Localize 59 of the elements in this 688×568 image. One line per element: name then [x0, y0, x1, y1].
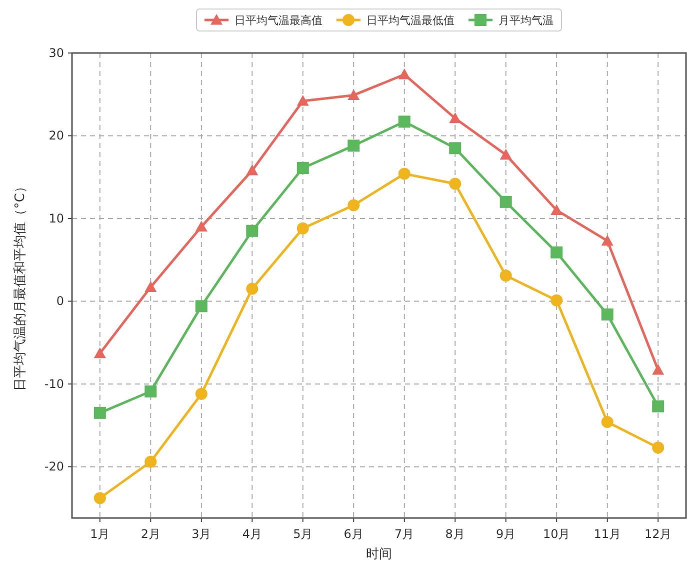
y-tick-label: -20	[44, 460, 64, 474]
x-tick-label: 6月	[344, 527, 364, 541]
point	[246, 164, 258, 176]
x-tick-label: 4月	[242, 527, 262, 541]
point	[348, 89, 360, 100]
point	[296, 222, 309, 234]
point	[195, 300, 208, 312]
point	[652, 442, 664, 454]
point	[195, 220, 208, 232]
y-tick-label: -10	[44, 376, 64, 391]
point	[94, 492, 106, 504]
point	[652, 400, 664, 412]
point	[195, 388, 208, 400]
point	[144, 281, 157, 292]
x-tick-label: 5月	[293, 527, 313, 541]
y-tick-label: 10	[48, 211, 64, 226]
x-tick-label: 1月	[90, 527, 110, 541]
point	[296, 94, 309, 106]
point	[500, 196, 512, 208]
point	[94, 406, 106, 419]
point	[348, 140, 360, 152]
point	[500, 270, 512, 282]
x-tick-label: 8月	[445, 527, 465, 541]
x-tick-label: 9月	[496, 527, 516, 541]
point	[652, 364, 664, 375]
point	[398, 68, 410, 80]
x-tick-label: 12月	[644, 527, 672, 541]
point	[94, 347, 106, 358]
point	[601, 308, 614, 320]
point	[296, 162, 309, 174]
point	[246, 224, 258, 237]
point	[601, 234, 614, 246]
y-tick-label: 20	[48, 128, 64, 143]
legend-label: 日平均气温最高值	[234, 14, 322, 27]
x-tick-label: 7月	[394, 527, 414, 541]
x-tick-label: 10月	[542, 527, 570, 541]
point	[550, 246, 563, 258]
x-axis-title: 时间	[366, 547, 392, 562]
legend-label: 月平均气温	[498, 14, 554, 27]
point	[144, 456, 157, 468]
x-tick-label: 11月	[594, 527, 621, 541]
y-axis-title: 日平均气温的月最值和平均值（°C）	[13, 180, 28, 391]
point	[398, 168, 410, 180]
point	[500, 148, 512, 160]
point	[449, 142, 462, 154]
x-tick-label: 2月	[140, 527, 160, 541]
point	[246, 282, 258, 295]
point	[348, 199, 360, 212]
point	[601, 416, 614, 428]
point	[449, 178, 462, 190]
y-tick-label: 0	[56, 294, 64, 308]
point	[398, 116, 410, 128]
y-tick-label: 30	[48, 46, 64, 60]
x-tick-label: 3月	[192, 527, 212, 541]
point	[550, 294, 563, 306]
point	[550, 204, 563, 216]
legend-label: 日平均气温最低值	[366, 14, 454, 27]
point	[449, 112, 462, 124]
point	[144, 385, 157, 398]
